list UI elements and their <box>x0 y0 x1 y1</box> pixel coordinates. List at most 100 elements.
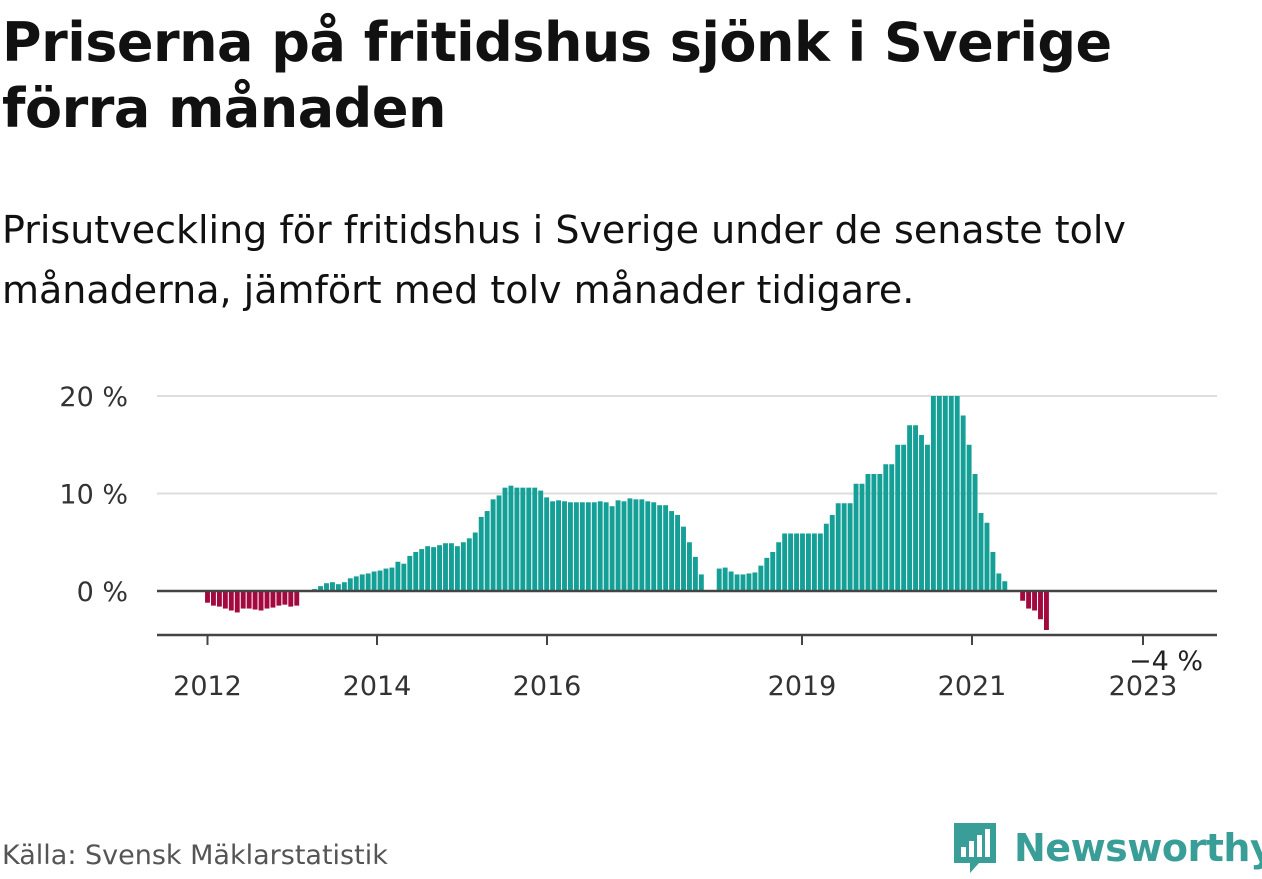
bar <box>526 487 532 591</box>
bar <box>621 501 627 591</box>
bar <box>407 555 413 591</box>
bar <box>758 565 764 591</box>
bar <box>853 483 859 591</box>
bar <box>502 487 508 591</box>
newsworthy-logo-icon <box>954 823 996 873</box>
bar <box>883 464 889 591</box>
bar <box>859 483 865 591</box>
bar <box>811 533 817 591</box>
bar <box>318 586 323 592</box>
bar <box>413 552 419 591</box>
bar <box>508 485 514 591</box>
bar <box>913 425 918 591</box>
x-tick-label: 2012 <box>173 671 242 702</box>
bar <box>449 543 454 591</box>
bar <box>538 490 544 591</box>
bar <box>782 533 788 591</box>
x-tick-label: 2021 <box>938 671 1007 702</box>
bar <box>222 591 228 609</box>
bar <box>270 591 276 608</box>
bar <box>633 499 639 591</box>
bar <box>687 542 692 591</box>
bar <box>395 561 401 591</box>
bar <box>877 474 883 591</box>
bar <box>936 396 942 591</box>
bar <box>216 591 222 607</box>
bar <box>806 533 811 591</box>
bar <box>752 572 758 591</box>
bar <box>401 563 407 591</box>
bar <box>496 495 502 591</box>
bar <box>919 435 924 591</box>
brand-name: Newsworthy <box>1014 826 1262 870</box>
bar <box>788 533 794 591</box>
bar <box>847 503 853 591</box>
bar <box>1038 591 1043 620</box>
bar <box>460 542 466 591</box>
bar <box>562 501 567 591</box>
bar <box>966 444 972 591</box>
bar <box>341 582 347 591</box>
bar <box>675 514 680 591</box>
bar <box>930 396 936 591</box>
bar <box>324 583 329 591</box>
bar <box>383 568 389 591</box>
bar <box>889 464 895 591</box>
bar <box>645 501 651 591</box>
bar <box>764 557 770 591</box>
bar <box>794 533 799 591</box>
bar <box>609 506 615 591</box>
bar <box>996 573 1002 591</box>
bar <box>1026 591 1032 609</box>
y-tick-label: 10 % <box>59 480 128 511</box>
bar <box>692 556 698 592</box>
bar <box>942 396 948 591</box>
bar <box>817 533 823 591</box>
bar <box>252 591 258 610</box>
bar <box>568 502 573 591</box>
bar <box>835 503 841 591</box>
x-tick-label: 2014 <box>343 671 412 702</box>
bar <box>556 500 561 591</box>
bar <box>663 505 669 591</box>
source-note: Källa: Svensk Mäklarstatistik <box>2 840 388 871</box>
grid-lines <box>157 395 1217 495</box>
bar <box>990 552 996 591</box>
bar <box>603 502 609 591</box>
axes: 0 % 10 % 20 % 2012 2014 2016 2019 2021 2023 <box>59 382 1217 702</box>
bar <box>954 396 960 591</box>
bar <box>984 522 990 591</box>
bar <box>472 532 478 591</box>
bar <box>681 526 686 591</box>
bar <box>431 547 437 592</box>
bar <box>669 511 675 591</box>
bar <box>800 533 805 591</box>
bar <box>1020 591 1026 601</box>
bar <box>841 503 847 591</box>
bar <box>1044 591 1049 630</box>
bar <box>865 474 871 591</box>
bar <box>960 415 966 591</box>
bar <box>948 396 954 591</box>
x-tick-label: 2016 <box>513 671 582 702</box>
bar <box>234 591 240 613</box>
bar <box>925 444 930 591</box>
last-value-label: −4 % <box>1129 646 1203 677</box>
bar <box>1002 581 1008 591</box>
bar <box>365 573 371 591</box>
brand-logo: Newsworthy <box>950 818 1262 878</box>
bar <box>419 549 425 591</box>
bar <box>520 487 526 591</box>
bar <box>978 513 984 591</box>
bar <box>901 444 907 591</box>
bar <box>776 542 782 591</box>
bar <box>211 591 216 606</box>
bar <box>579 502 585 591</box>
bars <box>205 396 1049 630</box>
bar <box>437 545 442 592</box>
bar <box>651 502 657 591</box>
bar <box>371 571 377 591</box>
bar <box>639 499 645 591</box>
bar <box>550 501 556 591</box>
y-tick-label: 20 % <box>59 382 128 413</box>
